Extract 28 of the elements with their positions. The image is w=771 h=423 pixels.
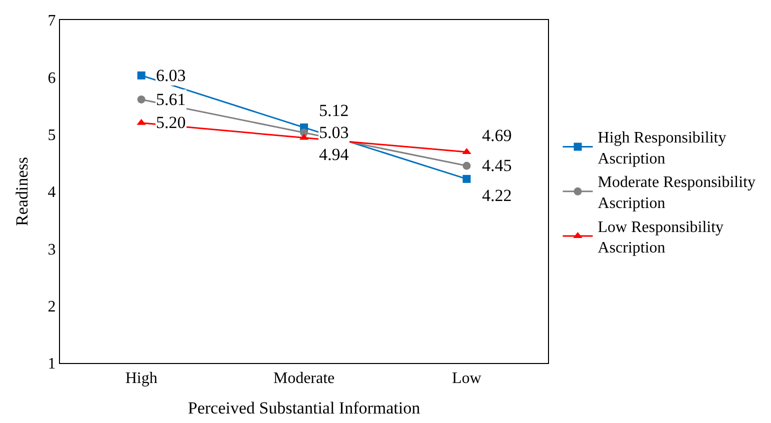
legend-label: High Responsibility Ascription [598, 130, 726, 168]
data-label: 5.61 [156, 90, 186, 109]
x-tick-label: Moderate [273, 370, 335, 388]
point [462, 174, 471, 183]
data-label: 5.03 [319, 123, 349, 142]
point [137, 71, 146, 80]
data-label: 4.69 [482, 126, 512, 145]
data-label: 6.03 [156, 66, 186, 85]
data-label: 5.20 [156, 113, 186, 132]
legend-label: Moderate Responsibility Ascription [598, 174, 756, 212]
data-label: 4.22 [482, 186, 512, 205]
y-tick-label: 5 [48, 126, 56, 144]
y-tick-label: 6 [48, 70, 56, 87]
y-tick-label: 4 [48, 184, 56, 202]
legend-label: Low Responsibility Ascription [598, 218, 724, 257]
y-tick-label: 7 [48, 12, 56, 30]
y-axis-title: Readiness [12, 157, 32, 226]
y-tick-label: 3 [48, 241, 56, 258]
y-tick-label: 2 [48, 298, 56, 316]
x-tick-label: Low [452, 370, 482, 388]
point [462, 162, 471, 170]
x-tick-label: High [125, 370, 158, 388]
y-tick-label: 1 [48, 356, 56, 373]
data-label: 4.45 [482, 156, 512, 175]
data-label: 4.94 [319, 145, 350, 164]
point [137, 95, 146, 104]
x-axis-title: Perceived Substantial Information [188, 398, 421, 418]
data-label: 5.12 [319, 101, 349, 120]
